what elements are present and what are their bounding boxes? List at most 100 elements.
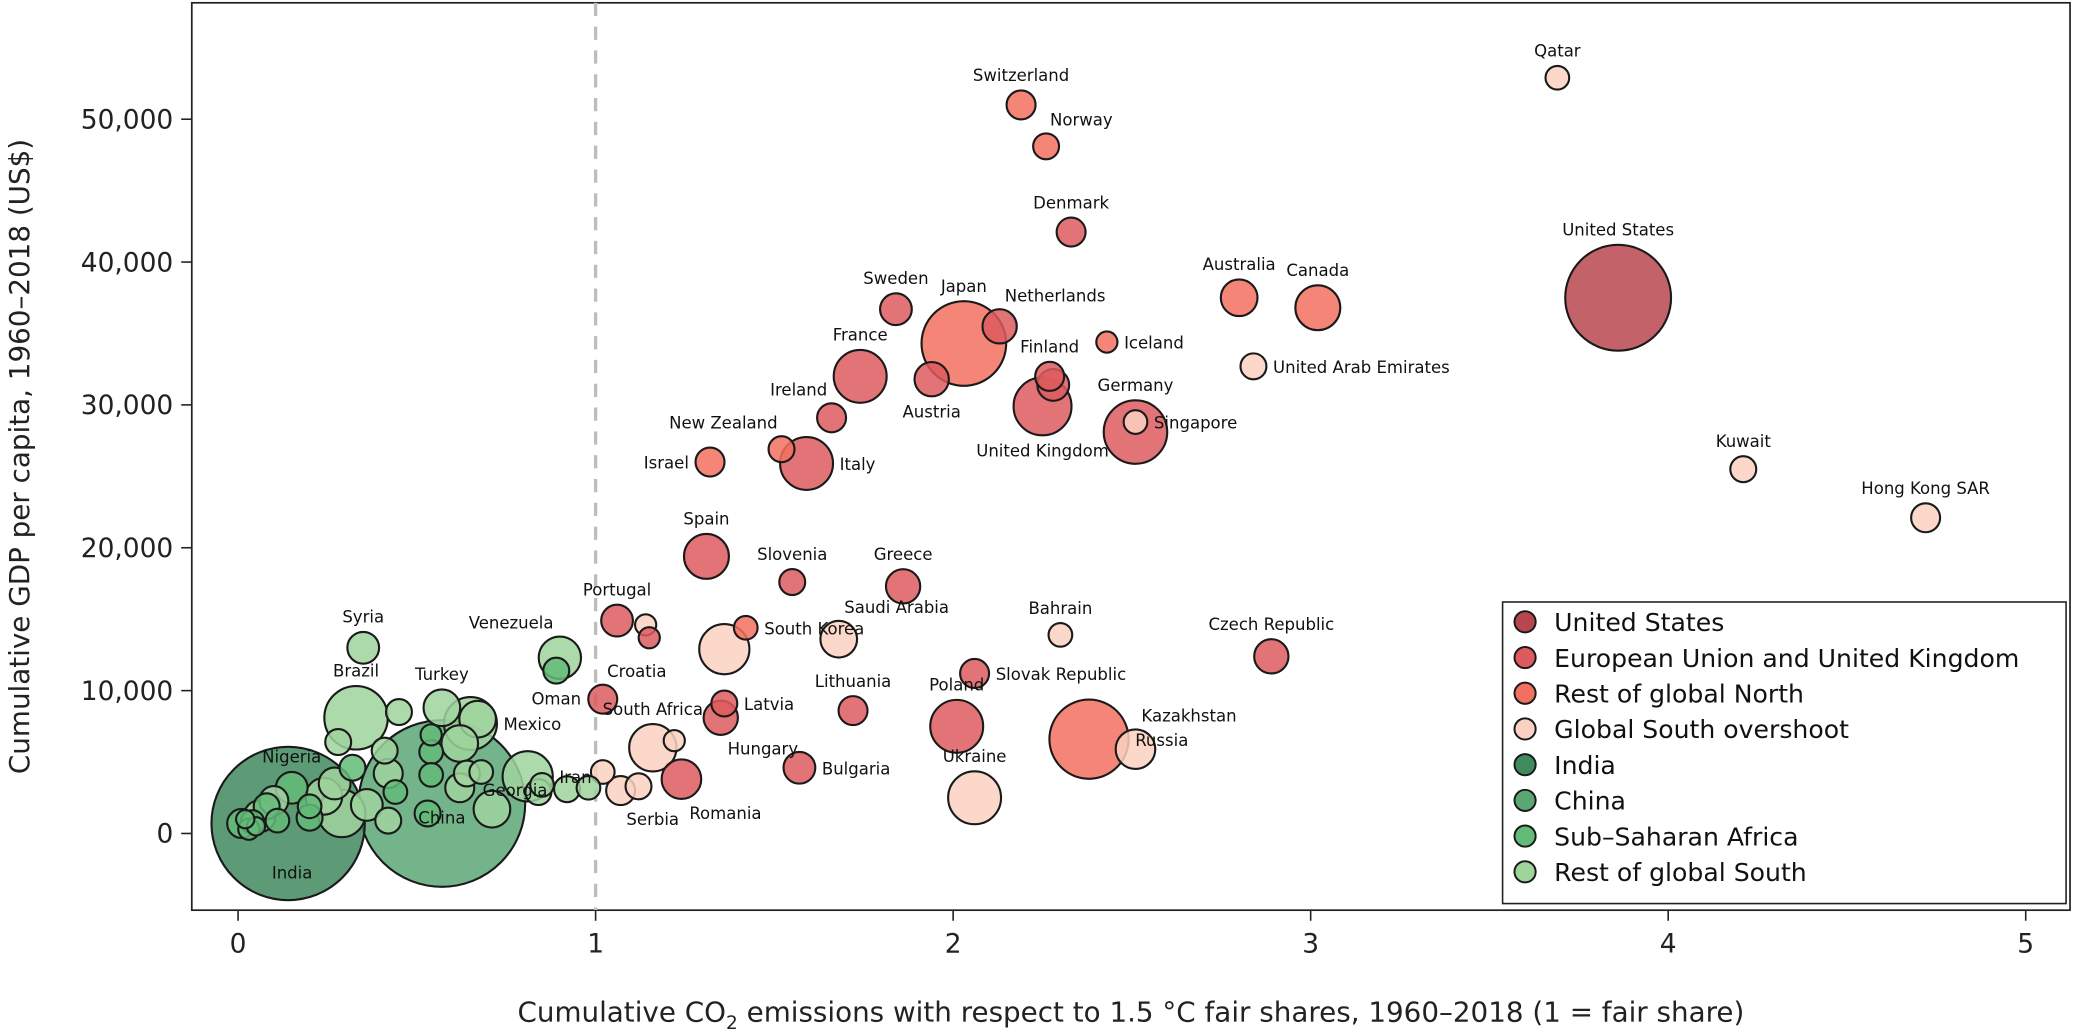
- legend-label: Rest of global North: [1554, 680, 1804, 709]
- bubble-unlabeled: [324, 728, 353, 757]
- legend-label: United States: [1554, 608, 1724, 637]
- point-label: Poland: [929, 676, 984, 695]
- bubble-denmark: [1055, 216, 1087, 248]
- bubble-switzerland: [1005, 89, 1037, 121]
- legend: United States European Union and United K…: [1501, 601, 2067, 905]
- point-label: Latvia: [744, 695, 794, 714]
- point-label: Iceland: [1124, 334, 1184, 353]
- bubble-greece: [884, 568, 922, 605]
- bubble-unlabeled: [472, 789, 512, 829]
- bubble-netherlands: [981, 308, 1018, 345]
- point-label: Ukraine: [943, 747, 1007, 766]
- legend-marker: [1513, 610, 1537, 634]
- point-label: Italy: [840, 455, 876, 474]
- bubble-new-zealand: [767, 435, 796, 464]
- bubble-unlabeled: [529, 772, 555, 798]
- bubble-finland: [1034, 360, 1066, 392]
- y-tick-label: 10,000: [81, 676, 174, 707]
- x-tick-label: 1: [587, 929, 604, 960]
- bubble-unlabeled: [384, 698, 413, 727]
- bubble-kuwait: [1729, 455, 1758, 484]
- point-label: India: [272, 864, 313, 883]
- legend-item: Rest of global South: [1513, 858, 1807, 887]
- point-label: Austria: [903, 403, 961, 422]
- point-label: United Kingdom: [976, 441, 1109, 460]
- bubble-unlabeled: [374, 806, 403, 835]
- point-label: Norway: [1050, 110, 1113, 129]
- point-label: Hungary: [728, 740, 799, 759]
- legend-item: Global South overshoot: [1513, 715, 1849, 744]
- legend-box: [1501, 601, 2067, 905]
- bubble-unlabeled: [296, 793, 323, 820]
- point-label: Bulgaria: [822, 759, 891, 778]
- bubble-south-korea: [732, 614, 759, 641]
- bubble-austria: [913, 360, 950, 398]
- point-label: Iran: [559, 768, 591, 787]
- point-label: Turkey: [414, 665, 469, 684]
- legend-label: European Union and United Kingdom: [1554, 644, 2019, 673]
- legend-marker: [1513, 788, 1537, 812]
- point-label: Kazakhstan: [1141, 706, 1236, 725]
- bubble-ukraine: [947, 770, 1003, 826]
- point-label: New Zealand: [669, 413, 778, 432]
- point-label: Portugal: [583, 580, 651, 599]
- point-label: Switzerland: [973, 66, 1069, 85]
- bubble-united-arab-emirates: [1239, 352, 1268, 381]
- point-label: China: [418, 808, 465, 827]
- point-label: Canada: [1286, 261, 1349, 280]
- bubble-oman: [542, 656, 571, 685]
- legend-item: Sub–Saharan Africa: [1513, 822, 1799, 851]
- bubble-ireland: [816, 402, 848, 434]
- legend-item: United States: [1513, 608, 1724, 637]
- bubble-croatia: [587, 683, 619, 715]
- x-tick-label: 4: [1660, 929, 1677, 960]
- point-label: Denmark: [1033, 193, 1109, 212]
- point-label: Ireland: [770, 380, 827, 399]
- point-label: Lithuania: [815, 672, 892, 691]
- bubble-bulgaria: [782, 750, 817, 785]
- point-label: Sweden: [863, 269, 928, 288]
- bubble-poland: [929, 698, 985, 754]
- point-label: Germany: [1098, 376, 1174, 395]
- bubble-syria: [346, 630, 381, 665]
- legend-item: European Union and United Kingdom: [1513, 644, 2019, 673]
- point-label: France: [833, 326, 888, 345]
- point-label: Syria: [342, 608, 384, 627]
- x-tick-label: 2: [945, 929, 962, 960]
- plot-border: [190, 1, 2071, 912]
- bubble-kazakhstan: [1114, 728, 1157, 771]
- legend-label: India: [1554, 751, 1616, 780]
- bubble-romania: [660, 758, 703, 801]
- legend-marker: [1513, 645, 1537, 670]
- point-label: Croatia: [607, 662, 666, 681]
- point-label: Singapore: [1154, 414, 1237, 433]
- point-label: Netherlands: [1005, 286, 1106, 305]
- legend-marker: [1513, 681, 1537, 705]
- bubble-unlabeled: [589, 759, 616, 785]
- point-label: Qatar: [1534, 42, 1581, 61]
- point-label: Russia: [1135, 731, 1188, 750]
- bubble-bahrain: [1047, 622, 1074, 648]
- point-label: Greece: [874, 545, 933, 564]
- point-label: United States: [1562, 221, 1674, 240]
- point-label: Japan: [940, 277, 987, 296]
- bubble-norway: [1032, 132, 1061, 161]
- bubble-portugal: [600, 603, 634, 638]
- point-label: Slovenia: [757, 545, 827, 564]
- bubble-unlabeled: [349, 787, 384, 822]
- bubble-czech-republic: [1253, 638, 1290, 675]
- y-tick-label: 30,000: [81, 390, 174, 421]
- x-axis: 0 1 2 3 4 5: [230, 910, 2034, 960]
- point-label: Spain: [683, 510, 729, 529]
- point-label: Hong Kong SAR: [1861, 479, 1990, 498]
- bubble-spain: [682, 532, 730, 580]
- point-label: Serbia: [626, 810, 679, 829]
- point-label: Slovak Republic: [996, 665, 1126, 684]
- bubble-unlabeled: [468, 759, 495, 785]
- y-tick-label: 20,000: [81, 533, 174, 564]
- y-tick-label: 40,000: [81, 247, 174, 278]
- bubble-unlabeled: [419, 723, 443, 747]
- bubble-unlabeled: [624, 772, 653, 801]
- point-label: Czech Republic: [1208, 615, 1334, 634]
